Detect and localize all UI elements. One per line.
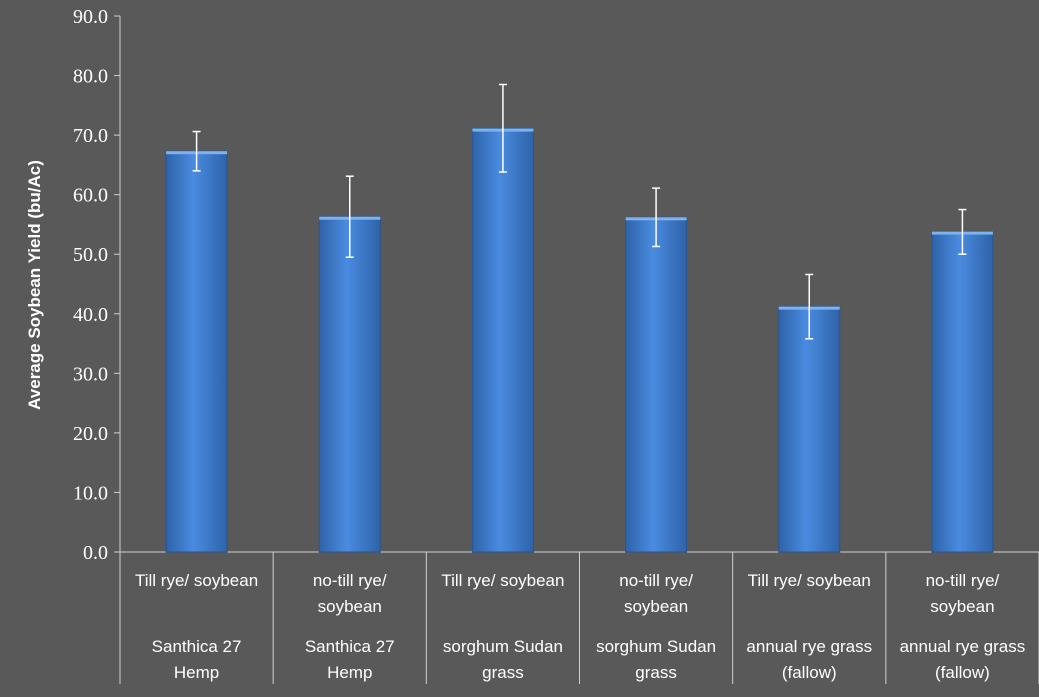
category-label-outer: Hemp: [174, 663, 219, 682]
category-label-inner: no-till rye/: [313, 571, 387, 590]
bar: [931, 231, 994, 553]
category-label-inner: soybean: [318, 597, 382, 616]
y-tick-label: 90.0: [73, 6, 108, 28]
category-label-outer: Santhica 27: [152, 637, 242, 656]
category-label-outer: Hemp: [327, 663, 372, 682]
y-tick-label: 10.0: [73, 482, 108, 504]
category-label-outer: annual rye grass: [746, 637, 872, 656]
category-label-outer: grass: [635, 663, 677, 682]
category-label-inner: no-till rye/: [926, 571, 1000, 590]
bar: [165, 150, 228, 553]
error-bars: [192, 83, 967, 340]
bars: [165, 128, 994, 553]
category-label-inner: soybean: [624, 597, 688, 616]
category-label-outer: sorghum Sudan: [443, 637, 563, 656]
category-label-outer: sorghum Sudan: [596, 637, 716, 656]
category-label-inner: no-till rye/: [619, 571, 693, 590]
bar: [625, 216, 688, 553]
y-tick-label: 70.0: [73, 125, 108, 147]
category-label-inner: Till rye/ soybean: [441, 571, 564, 590]
y-tick-label: 60.0: [73, 185, 108, 207]
y-tick-label: 20.0: [73, 423, 108, 445]
category-label-outer: grass: [482, 663, 524, 682]
axes: [114, 15, 1039, 684]
category-label-outer: (fallow): [782, 663, 837, 682]
bar: [778, 306, 841, 553]
bar: [318, 216, 381, 553]
category-label-outer: Santhica 27: [305, 637, 395, 656]
category-label-inner: Till rye/ soybean: [748, 571, 871, 590]
category-label-outer: annual rye grass: [900, 637, 1026, 656]
axis-labels: 0.0 10.0 20.0 30.0 40.0 50.0 60.0 70.0 80.0 90.0 T…: [73, 6, 1025, 682]
category-label-inner: Till rye/ soybean: [135, 571, 258, 590]
y-tick-label: 0.0: [83, 542, 108, 564]
y-tick-label: 40.0: [73, 304, 108, 326]
bar: [471, 128, 534, 553]
y-tick-label: 30.0: [73, 363, 108, 385]
category-label-inner: soybean: [930, 597, 994, 616]
y-tick-label: 50.0: [73, 244, 108, 266]
y-axis-title: Average Soybean Yield (bu/Ac): [25, 160, 44, 410]
y-tick-label: 80.0: [73, 66, 108, 88]
category-label-outer: (fallow): [935, 663, 990, 682]
